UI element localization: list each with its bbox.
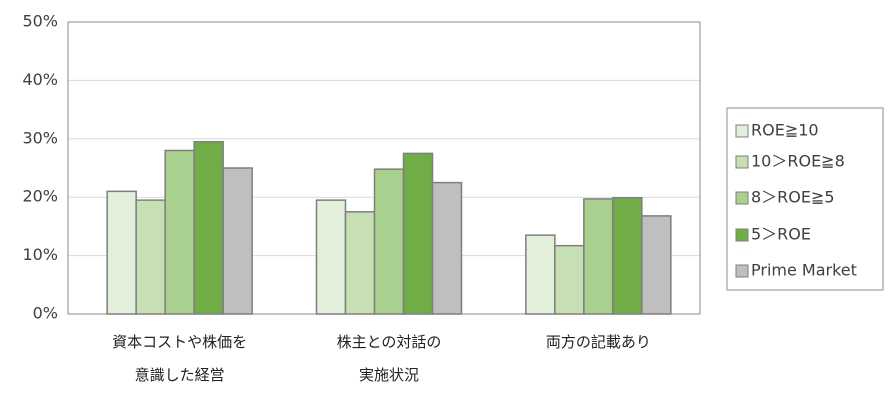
legend-box bbox=[726, 107, 884, 291]
bar bbox=[583, 198, 614, 315]
bar bbox=[193, 140, 224, 315]
legend-swatch bbox=[735, 264, 749, 278]
bar bbox=[222, 167, 253, 315]
legend-label: 10＞ROE≧8 bbox=[751, 152, 845, 171]
bar bbox=[554, 244, 585, 315]
bar bbox=[525, 234, 556, 315]
legend-swatch bbox=[735, 124, 749, 138]
y-tick-label: 0% bbox=[33, 304, 58, 323]
legend-label: Prime Market bbox=[751, 261, 857, 280]
x-tick-label: 両方の記載あり bbox=[545, 333, 651, 351]
bar bbox=[641, 215, 672, 315]
y-tick-label: 20% bbox=[22, 187, 58, 206]
legend-swatch bbox=[735, 191, 749, 205]
legend-swatch bbox=[735, 155, 749, 169]
bar bbox=[135, 199, 166, 315]
bar bbox=[402, 152, 434, 315]
y-tick-label: 10% bbox=[22, 245, 58, 264]
x-tick-label: 株主との対話の 実施状況 bbox=[336, 333, 442, 384]
bar bbox=[315, 199, 347, 315]
bar bbox=[164, 149, 195, 315]
legend-label: ROE≧10 bbox=[751, 121, 819, 140]
legend-swatch bbox=[735, 228, 749, 242]
y-tick-label: 40% bbox=[22, 70, 58, 89]
bar bbox=[612, 197, 643, 315]
x-tick-label: 資本コストや株価を 意識した経営 bbox=[112, 333, 248, 384]
y-tick-label: 50% bbox=[22, 12, 58, 31]
bar bbox=[431, 181, 463, 315]
bar bbox=[344, 211, 376, 315]
legend-label: 5＞ROE bbox=[751, 225, 811, 244]
y-tick-label: 30% bbox=[22, 128, 58, 147]
bar bbox=[373, 168, 405, 315]
bar bbox=[106, 190, 137, 315]
legend-label: 8＞ROE≧5 bbox=[751, 188, 835, 207]
